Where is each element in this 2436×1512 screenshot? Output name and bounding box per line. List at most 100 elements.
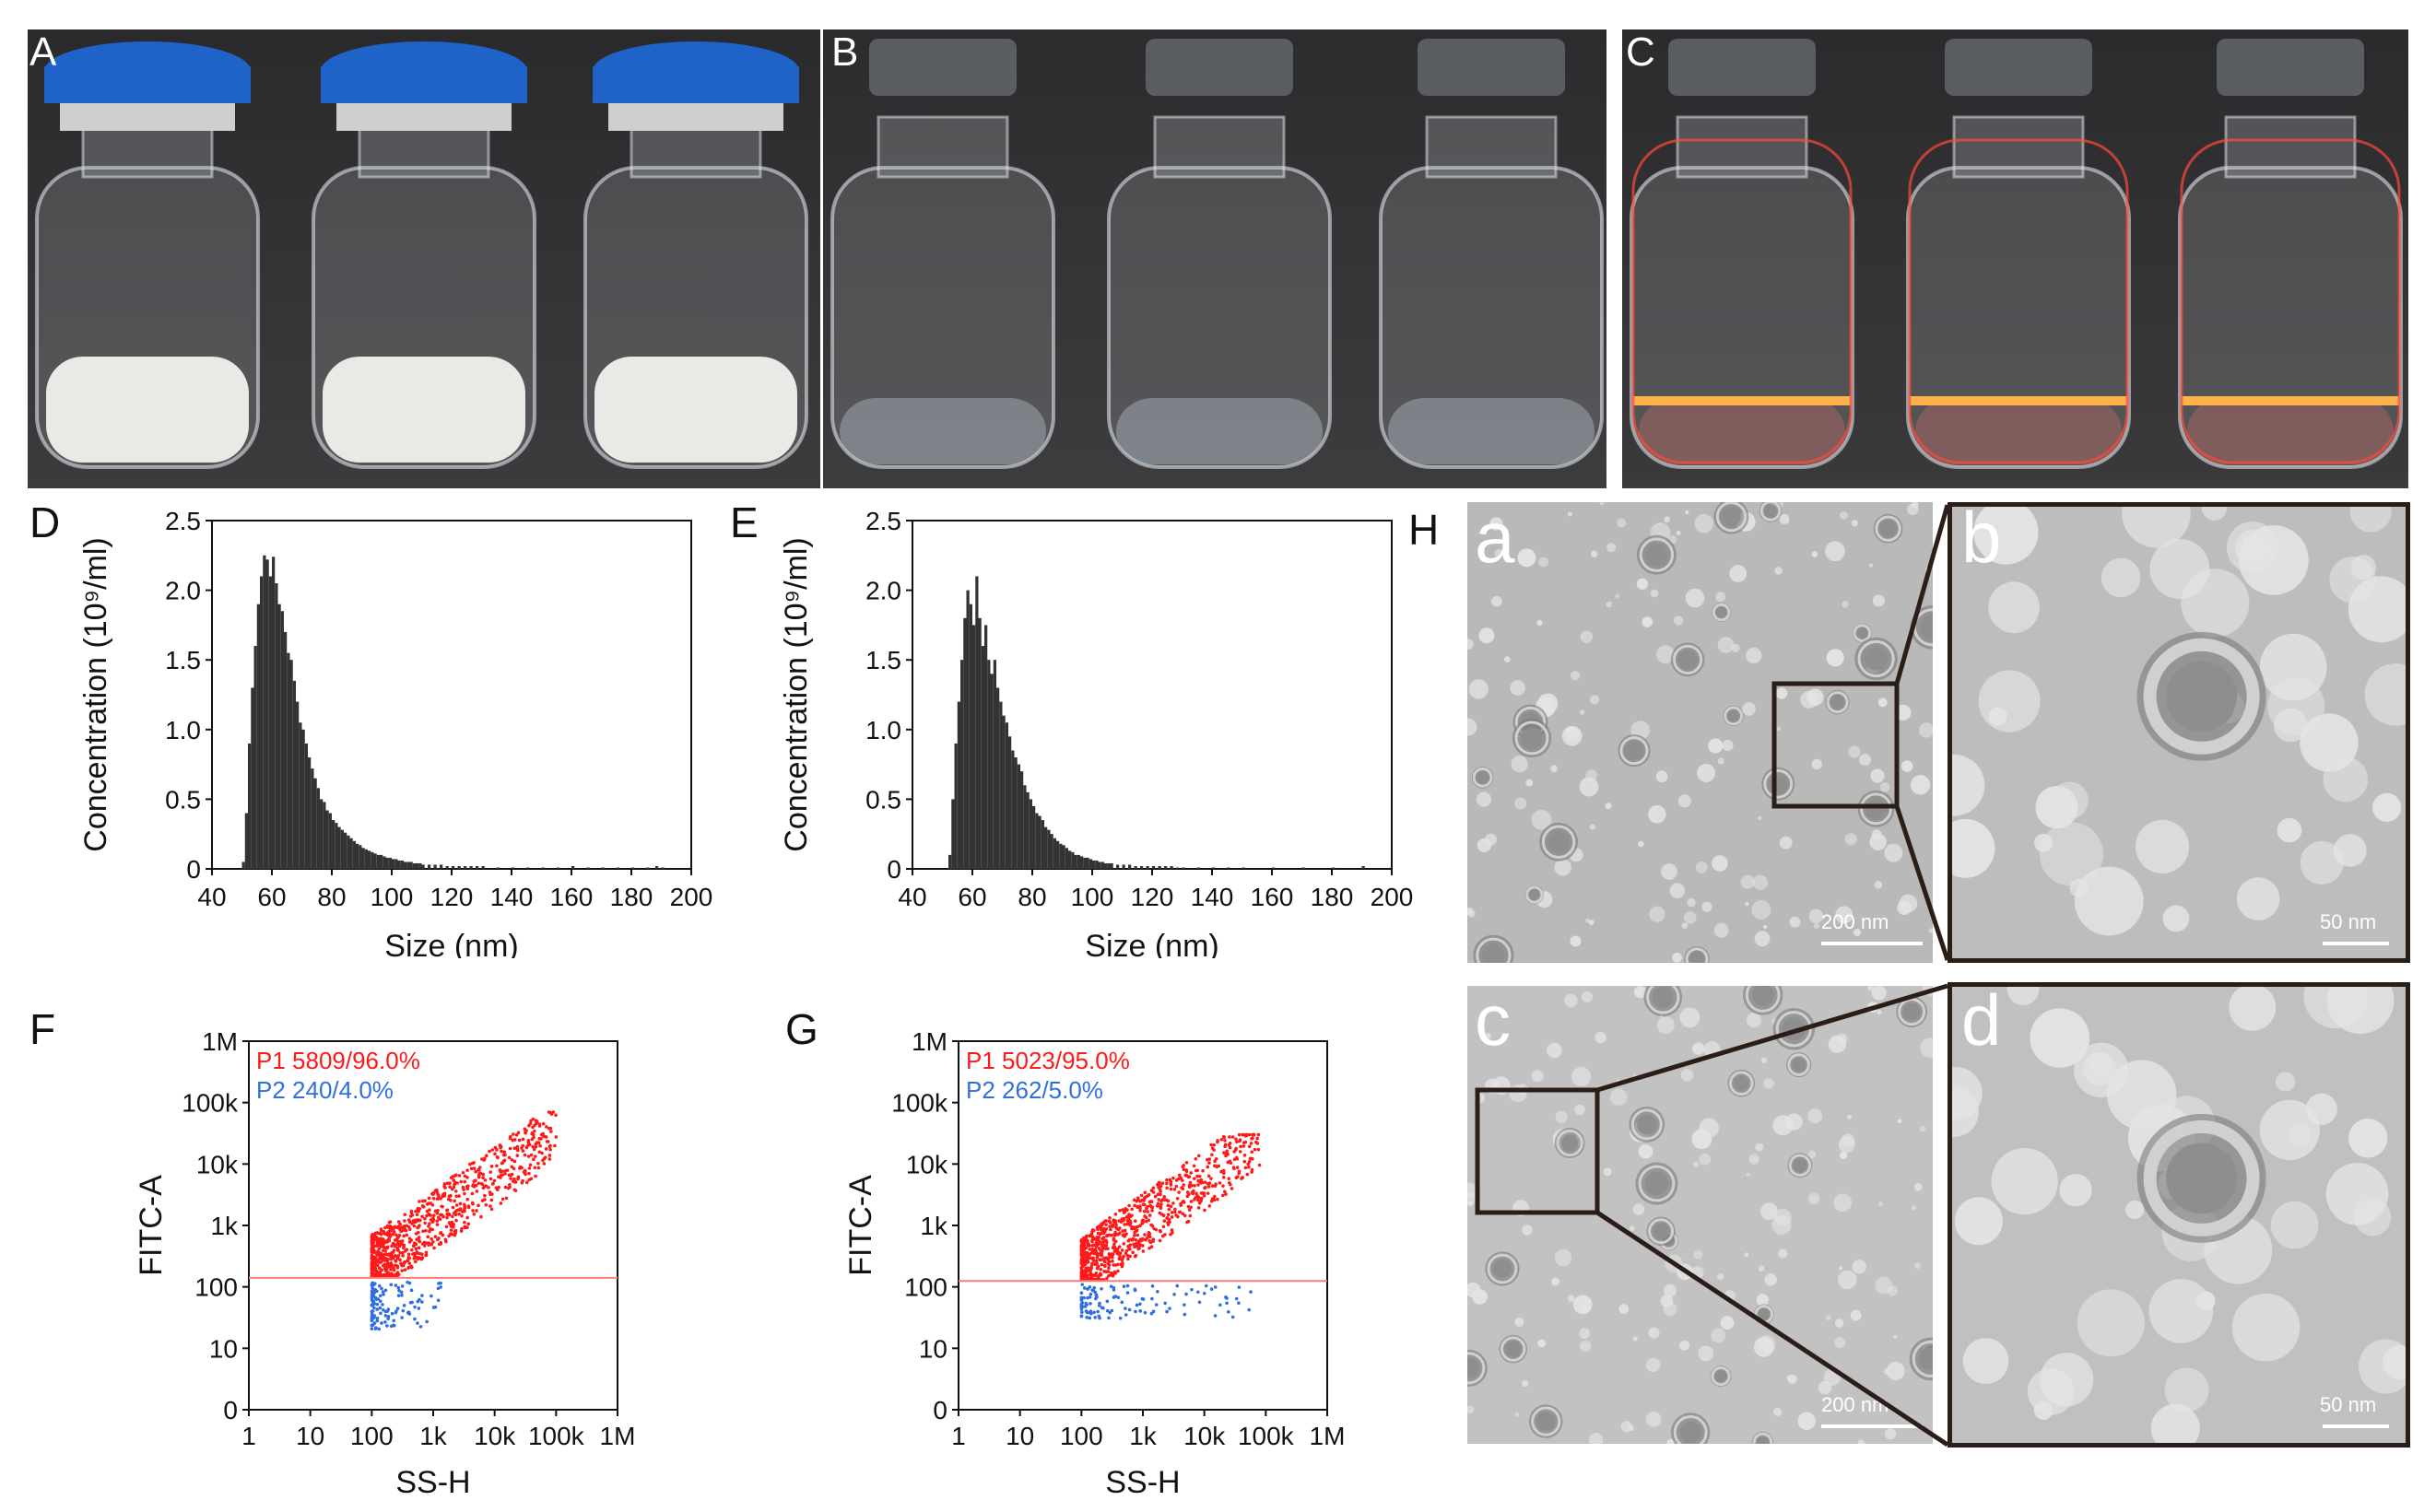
nanoparticle — [1628, 1424, 1634, 1432]
p2-point — [1112, 1285, 1116, 1290]
p1-point — [429, 1218, 433, 1222]
p2-point — [1094, 1296, 1098, 1301]
p1-point — [1166, 1213, 1171, 1217]
p1-point — [1237, 1171, 1241, 1176]
nanoparticle — [1952, 754, 1985, 816]
p1-point — [528, 1121, 533, 1126]
p2-point — [1084, 1309, 1089, 1313]
vial-1 — [35, 41, 260, 469]
histogram-bar — [1083, 857, 1087, 869]
x-axis-title: SS-H — [395, 1465, 470, 1500]
histogram-bar — [655, 865, 659, 869]
p2-point — [390, 1311, 394, 1316]
histogram-bar — [397, 860, 401, 869]
p1-point — [1223, 1143, 1228, 1147]
scalebar-label-c: 200 nm — [1821, 1393, 1889, 1416]
nanoparticle — [1606, 601, 1612, 608]
p1-point — [430, 1192, 435, 1197]
tem-label-d: d — [1961, 979, 2002, 1061]
p2-point — [395, 1307, 400, 1310]
p1-point — [474, 1183, 478, 1188]
p1-point — [1103, 1244, 1108, 1248]
vesicle-core — [1856, 627, 1868, 639]
nanoparticle — [1571, 1066, 1592, 1087]
p1-point — [548, 1110, 553, 1115]
p1-point — [520, 1180, 524, 1185]
p2-point — [1094, 1293, 1099, 1297]
nanoparticle — [1850, 1309, 1862, 1321]
nanoparticle — [1531, 809, 1552, 830]
p1-point — [1191, 1191, 1195, 1196]
p1-point — [394, 1233, 398, 1237]
p1-point — [1234, 1137, 1238, 1142]
p1-point — [1247, 1132, 1252, 1137]
p2-point — [1082, 1286, 1087, 1290]
nanoparticle — [1717, 1273, 1724, 1281]
y-tick-label: 1.0 — [165, 716, 201, 744]
p1-point — [1100, 1258, 1104, 1261]
vial-2 — [312, 41, 536, 469]
histogram-bar — [984, 625, 988, 869]
p1-point — [1115, 1247, 1120, 1251]
nanoparticle — [1761, 1057, 1768, 1064]
p1-point — [504, 1196, 509, 1201]
p1-point — [1156, 1201, 1160, 1205]
p1-point — [1100, 1223, 1104, 1227]
nanoparticle — [1661, 863, 1677, 880]
nanoparticle — [2164, 1367, 2209, 1412]
p1-point — [1136, 1196, 1140, 1200]
p1-point — [439, 1242, 443, 1246]
p1-point — [548, 1143, 552, 1148]
p1-point — [1179, 1176, 1183, 1180]
nanoparticle — [1867, 1002, 1879, 1014]
nanoparticle — [1514, 1412, 1520, 1417]
p1-point — [445, 1208, 449, 1213]
nanoparticle — [1672, 952, 1682, 963]
p1-point — [469, 1166, 474, 1171]
nanoparticle — [1609, 1088, 1628, 1106]
liquid — [1116, 398, 1323, 464]
vial-body — [830, 166, 1055, 469]
vesicle-core — [1864, 647, 1889, 671]
y-tick-label: 0 — [887, 855, 901, 884]
p2-point — [394, 1283, 398, 1287]
scalebar-label-b: 50 nm — [2320, 910, 2377, 933]
p1-point — [1235, 1140, 1239, 1144]
histogram-bar — [586, 867, 590, 869]
p1-point — [1079, 1274, 1084, 1278]
nanoparticle — [2074, 866, 2144, 936]
p1-point — [382, 1248, 385, 1253]
vesicle-core — [1714, 1370, 1727, 1382]
scalebar-label-d: 50 nm — [2320, 1393, 2377, 1416]
p1-point — [501, 1153, 506, 1157]
p1-point — [488, 1192, 492, 1197]
nanoparticle — [2231, 1293, 2301, 1362]
powder-cake — [594, 357, 797, 463]
nanoparticle — [1722, 740, 1734, 752]
p1-point — [1155, 1204, 1159, 1208]
p1-point — [1177, 1190, 1181, 1194]
p1-point — [441, 1194, 444, 1199]
blue-cap-side — [321, 66, 527, 103]
p1-point — [1138, 1243, 1143, 1248]
p1-point — [431, 1240, 435, 1244]
histogram-bar — [1104, 862, 1108, 869]
p1-point — [1084, 1246, 1089, 1250]
histogram-bar — [1122, 864, 1125, 869]
p1-point — [1174, 1184, 1179, 1189]
p1-point — [1171, 1176, 1175, 1180]
histogram-bar — [416, 862, 419, 869]
p1-point — [459, 1179, 463, 1184]
vesicle-membrane — [1685, 947, 1709, 963]
histogram-bar — [311, 768, 314, 869]
p1-point — [477, 1166, 482, 1169]
p1-point — [379, 1260, 382, 1264]
p1-point — [500, 1161, 504, 1166]
p1-point — [1149, 1223, 1153, 1227]
nanoparticle — [2122, 507, 2191, 548]
panel-label-e: E — [730, 498, 759, 546]
p2-point — [1093, 1290, 1098, 1295]
nanoparticle — [1751, 899, 1771, 920]
nanoparticle — [1679, 1340, 1690, 1351]
p1-point — [454, 1173, 458, 1178]
